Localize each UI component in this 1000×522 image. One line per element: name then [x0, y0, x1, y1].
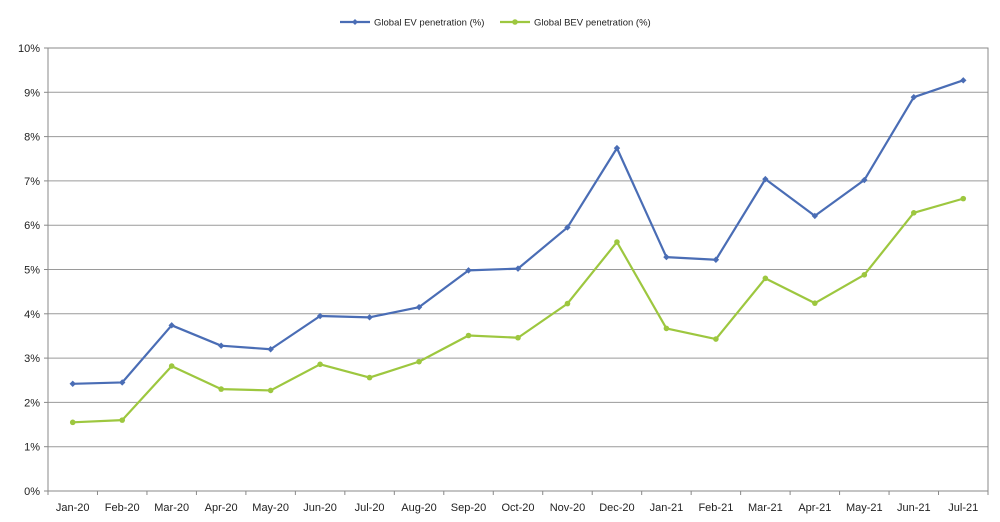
- legend-marker: [352, 19, 358, 25]
- plot-border: [47, 47, 989, 492]
- data-point: [861, 176, 868, 184]
- data-point: [663, 253, 670, 261]
- data-point: [713, 336, 719, 342]
- legend: Global EV penetration (%) Global BEV pene…: [340, 18, 651, 29]
- data-point: [812, 300, 818, 306]
- data-point: [910, 93, 917, 101]
- x-tick-label: Aug-20: [401, 502, 436, 514]
- x-tick-label: Jan-21: [650, 502, 684, 514]
- x-tick-label: Apr-20: [205, 502, 238, 514]
- data-point: [564, 224, 571, 231]
- legend-label: Global BEV penetration (%): [534, 18, 651, 29]
- data-point: [910, 209, 917, 216]
- data-point: [415, 303, 423, 311]
- x-tick-label: Mar-20: [154, 502, 189, 514]
- data-point: [316, 312, 324, 320]
- data-point: [119, 379, 126, 386]
- y-tick-label: 1%: [24, 442, 40, 454]
- y-tick-label: 5%: [24, 265, 40, 277]
- x-tick-label: Mar-21: [748, 502, 783, 514]
- y-tick-label: 10%: [18, 43, 40, 55]
- x-tick-label: Nov-20: [550, 502, 585, 514]
- x-tick-label: Jun-20: [303, 502, 337, 514]
- x-tick-label: Jul-21: [948, 502, 978, 514]
- data-point: [69, 419, 76, 426]
- data-point: [861, 272, 868, 278]
- y-tick-label: 8%: [24, 132, 40, 144]
- data-point: [217, 342, 225, 349]
- data-point: [465, 267, 472, 274]
- x-tick-label: Jun-21: [897, 502, 931, 514]
- data-point: [267, 387, 274, 394]
- legend-label: Global EV penetration (%): [374, 18, 484, 29]
- data-point: [712, 256, 720, 263]
- data-point: [465, 332, 472, 339]
- data-point: [119, 417, 126, 423]
- x-tick-label: Feb-20: [105, 502, 140, 514]
- data-point: [960, 77, 967, 84]
- data-point: [514, 265, 522, 272]
- series: [69, 77, 967, 426]
- x-tick-label: May-21: [846, 502, 883, 514]
- x-tick-label: Oct-20: [501, 502, 534, 514]
- y-tick-label: 4%: [24, 309, 40, 321]
- x-tick-label: Apr-21: [798, 502, 831, 514]
- x-tick-label: Dec-20: [599, 502, 634, 514]
- data-point: [614, 239, 620, 245]
- y-tick-label: 6%: [24, 220, 40, 232]
- legend-marker: [512, 19, 518, 25]
- data-point: [811, 212, 819, 220]
- data-point: [366, 374, 373, 381]
- data-point: [564, 300, 571, 307]
- data-point: [762, 275, 769, 282]
- data-point: [613, 144, 621, 152]
- x-tick-label: Feb-21: [698, 502, 733, 514]
- y-tick-label: 3%: [24, 353, 40, 365]
- data-point: [218, 386, 224, 392]
- data-point: [960, 195, 967, 202]
- data-point: [168, 363, 175, 369]
- y-tick-label: 2%: [24, 397, 40, 409]
- x-tick-label: Jul-20: [355, 502, 385, 514]
- series-line-2: [71, 197, 965, 424]
- x-tick-label: May-20: [252, 502, 289, 514]
- data-point: [168, 322, 175, 329]
- data-point: [366, 314, 373, 321]
- data-point: [69, 380, 76, 387]
- gridlines: [48, 47, 988, 448]
- data-point: [267, 346, 274, 353]
- data-point: [416, 358, 422, 365]
- y-tick-label: 7%: [24, 176, 40, 188]
- y-tick-label: 0%: [24, 486, 40, 498]
- data-point: [515, 334, 521, 341]
- data-point: [317, 361, 323, 368]
- x-tick-label: Sep-20: [451, 502, 486, 514]
- y-tick-label: 9%: [24, 87, 40, 99]
- data-point: [762, 175, 769, 183]
- x-tick-label: Jan-20: [56, 502, 90, 514]
- axes: 0% 1% 2% 3% 4% 5% 6% 7% 8% 9% 10% Jan-20 Feb-20 Mar-2…: [18, 43, 989, 514]
- data-point: [663, 325, 670, 332]
